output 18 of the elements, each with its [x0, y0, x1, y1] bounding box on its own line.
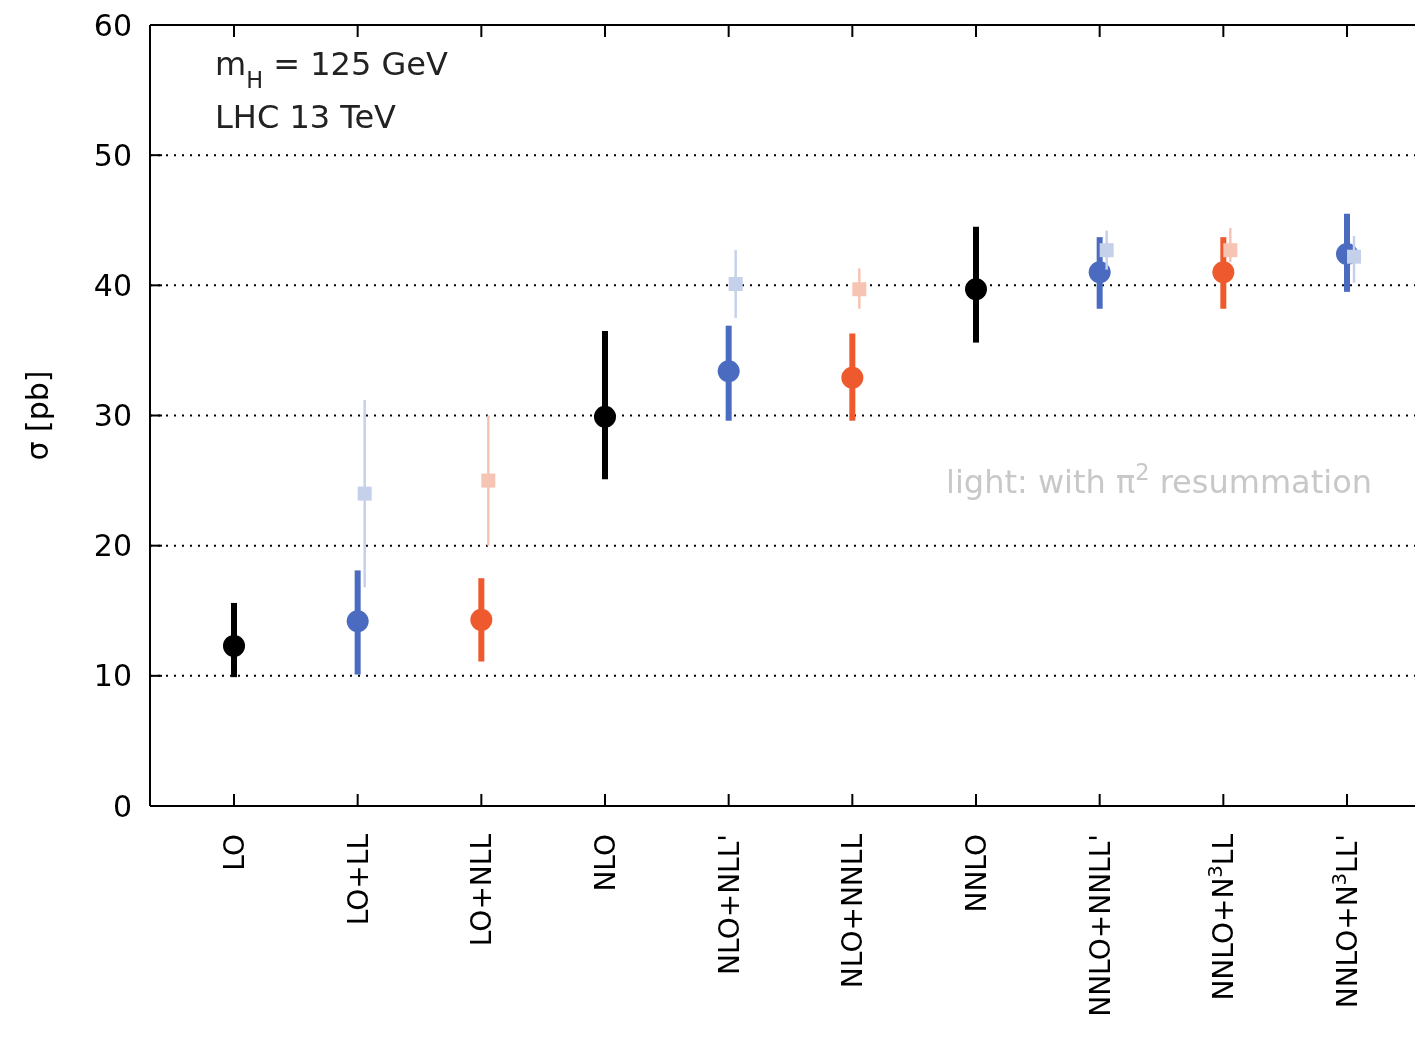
- x-tick-label: NNLO+NNLL': [1083, 834, 1117, 1017]
- x-tick-label: LO: [218, 834, 251, 871]
- y-tick-label: 0: [112, 788, 132, 824]
- x-tick-label: LO+LL: [341, 833, 375, 926]
- x-tick-label: NLO: [589, 834, 622, 892]
- x-tick-label: NLO+NNLL: [836, 833, 870, 989]
- y-tick-label: 60: [93, 7, 132, 43]
- y-tick-label: 40: [93, 267, 132, 303]
- annotation: m$_{H}$ = 125 GeV: [215, 45, 448, 93]
- y-tick-label: 30: [93, 398, 132, 433]
- x-tick-label: NLO+NLL': [712, 834, 746, 975]
- x-tick-label: NNLO: [960, 834, 993, 913]
- y-tick-label: 50: [93, 137, 132, 173]
- y-axis-title: σ [pb]: [20, 370, 55, 461]
- x-tick-label: LO+NLL: [465, 833, 499, 947]
- y-tick-label: 10: [93, 658, 132, 694]
- annotation: LHC 13 TeV: [215, 98, 397, 136]
- y-tick-label: 20: [93, 528, 132, 564]
